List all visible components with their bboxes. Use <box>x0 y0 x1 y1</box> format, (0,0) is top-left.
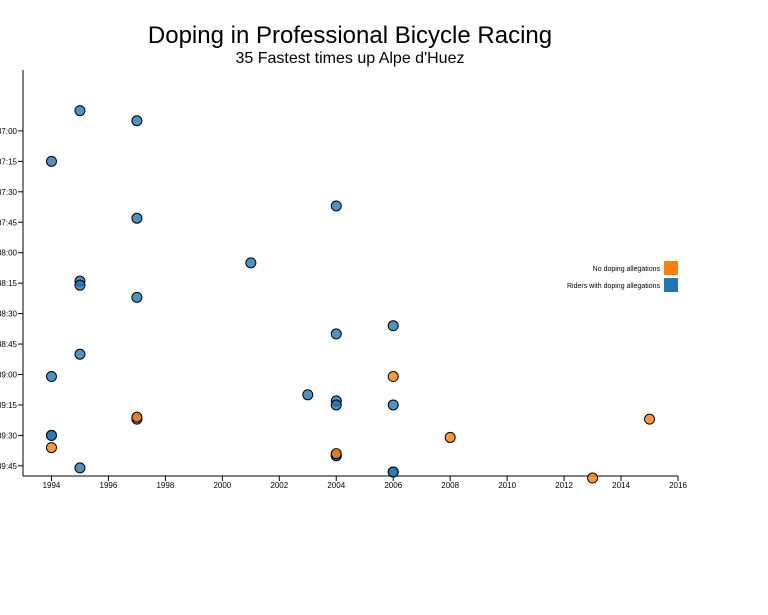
y-tick-label: 39:00 <box>0 371 18 380</box>
x-tick-label: 2016 <box>669 481 687 490</box>
legend: No doping allegations Riders with doping … <box>567 261 678 292</box>
data-point <box>330 328 342 340</box>
data-point <box>444 431 456 443</box>
data-point <box>330 448 342 460</box>
chart-subtitle: 35 Fastest times up Alpe d'Huez <box>236 50 465 67</box>
data-point <box>45 155 57 167</box>
x-tick-label: 2002 <box>270 481 288 490</box>
data-point <box>387 320 399 332</box>
data-point <box>131 411 143 423</box>
data-point <box>330 200 342 212</box>
plot-area: 1994 1996 1998 2000 2002 2004 2006 2008 2010 2012… <box>0 70 687 490</box>
data-point <box>387 399 399 411</box>
legend-swatch <box>664 261 678 275</box>
y-tick-label: 39:45 <box>0 462 18 471</box>
y-tick-label: 38:15 <box>0 279 18 288</box>
x-tick-label: 2014 <box>612 481 630 490</box>
y-tick-label: 38:30 <box>0 310 18 319</box>
x-tick-label: 2012 <box>555 481 573 490</box>
x-tick-label: 1998 <box>156 481 174 490</box>
x-tick-label: 2010 <box>498 481 516 490</box>
data-point <box>302 389 314 401</box>
data-point <box>387 466 399 478</box>
x-tick-label: 1994 <box>43 481 61 490</box>
y-tick-label: 39:30 <box>0 431 18 440</box>
data-point <box>330 399 342 411</box>
chart-title: Doping in Professional Bicycle Racing <box>148 22 552 49</box>
x-tick-label: 2000 <box>213 481 231 490</box>
data-point <box>45 371 57 383</box>
data-point <box>131 115 143 127</box>
data-point <box>131 212 143 224</box>
data-point <box>644 413 656 425</box>
y-tick-label: 39:15 <box>0 401 18 410</box>
data-point <box>45 429 57 441</box>
x-tick-label: 2006 <box>384 481 402 490</box>
legend-label: No doping allegations <box>593 266 661 273</box>
legend-label: Riders with doping allegations <box>567 283 660 290</box>
y-tick-label: 37:15 <box>0 157 18 166</box>
legend-swatch <box>664 278 678 292</box>
data-point <box>74 105 86 117</box>
y-tick-label: 37:45 <box>0 218 18 227</box>
data-point <box>45 442 57 454</box>
data-point <box>74 462 86 474</box>
x-tick-label: 1996 <box>100 481 118 490</box>
data-point <box>387 371 399 383</box>
y-tick-label: 38:45 <box>0 340 18 349</box>
y-tick-label: 37:30 <box>0 188 18 197</box>
x-tick-label: 2008 <box>441 481 459 490</box>
data-point <box>245 257 257 269</box>
y-tick-label: 38:00 <box>0 249 18 258</box>
data-point <box>74 348 86 360</box>
x-tick-label: 2004 <box>327 481 345 490</box>
data-point <box>587 472 599 484</box>
y-tick-label: 37:00 <box>0 127 18 136</box>
data-point <box>131 291 143 303</box>
data-point <box>74 279 86 291</box>
